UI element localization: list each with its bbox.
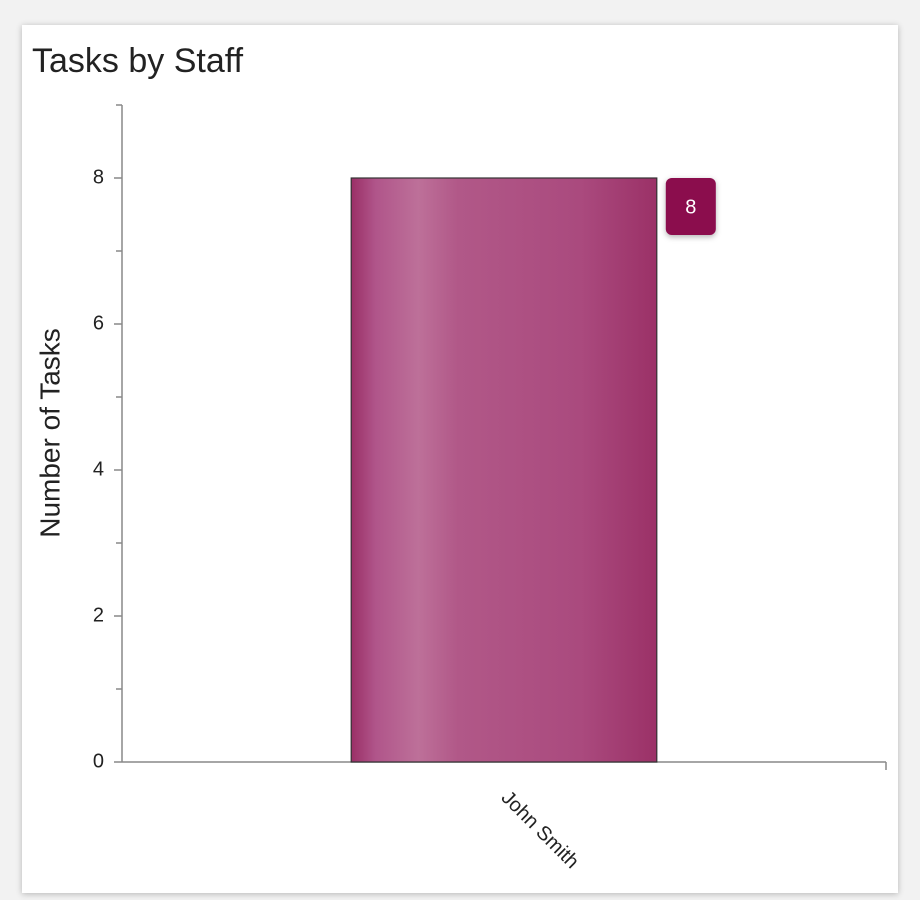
bar — [350, 177, 658, 763]
y-tick-label: 8 — [93, 166, 104, 188]
y-tick-label: 0 — [93, 750, 104, 772]
data-label: 8 — [665, 178, 716, 235]
data-label-text: 8 — [685, 196, 696, 218]
y-tick-label: 2 — [93, 604, 104, 626]
x-tick-label: John Smith — [497, 787, 583, 873]
y-tick-label: 6 — [93, 312, 104, 334]
y-tick-label: 4 — [93, 458, 104, 480]
y-axis-title: Number of Tasks — [34, 328, 65, 538]
data-label-badge — [665, 178, 716, 235]
chart-title: Tasks by Staff — [32, 42, 244, 80]
